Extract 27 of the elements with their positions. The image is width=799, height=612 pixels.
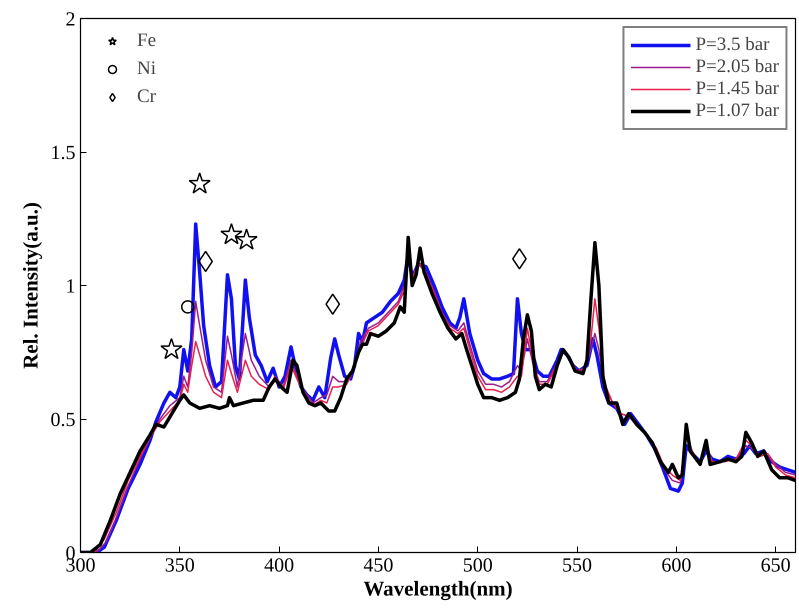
y-tick-label: 0.5	[50, 409, 76, 431]
legend-label: P=2.05 bar	[695, 56, 779, 78]
y-axis-title: Rel. Intensity(a.u.)	[18, 202, 42, 369]
point	[235, 228, 258, 250]
legend-label: P=1.07 bar	[695, 100, 779, 122]
point	[188, 172, 211, 194]
x-tick-label: 650	[760, 554, 791, 576]
legend-label: P=1.45 bar	[695, 78, 779, 100]
x-tick-label: 500	[462, 554, 493, 576]
legend-label: Cr	[137, 86, 157, 108]
y-tick-label: 2	[66, 8, 76, 30]
y-tick-label: 1	[66, 276, 76, 298]
legend-label: P=3.5 bar	[695, 34, 770, 56]
point	[198, 250, 214, 272]
point	[181, 300, 194, 314]
y-tick-label: 1.5	[50, 142, 76, 164]
x-tick-label: 400	[264, 554, 294, 576]
x-axis-title: Wavelength(nm)	[363, 576, 513, 600]
x-tick-label: 450	[363, 554, 394, 576]
x-tick-label: 350	[164, 554, 195, 576]
point	[325, 293, 340, 315]
point	[220, 223, 243, 244]
point	[160, 338, 183, 360]
legend-label: Fe	[137, 30, 157, 52]
x-tick-label: 600	[661, 554, 692, 576]
x-tick-label: 550	[562, 554, 592, 576]
legend-label: Ni	[137, 58, 157, 80]
